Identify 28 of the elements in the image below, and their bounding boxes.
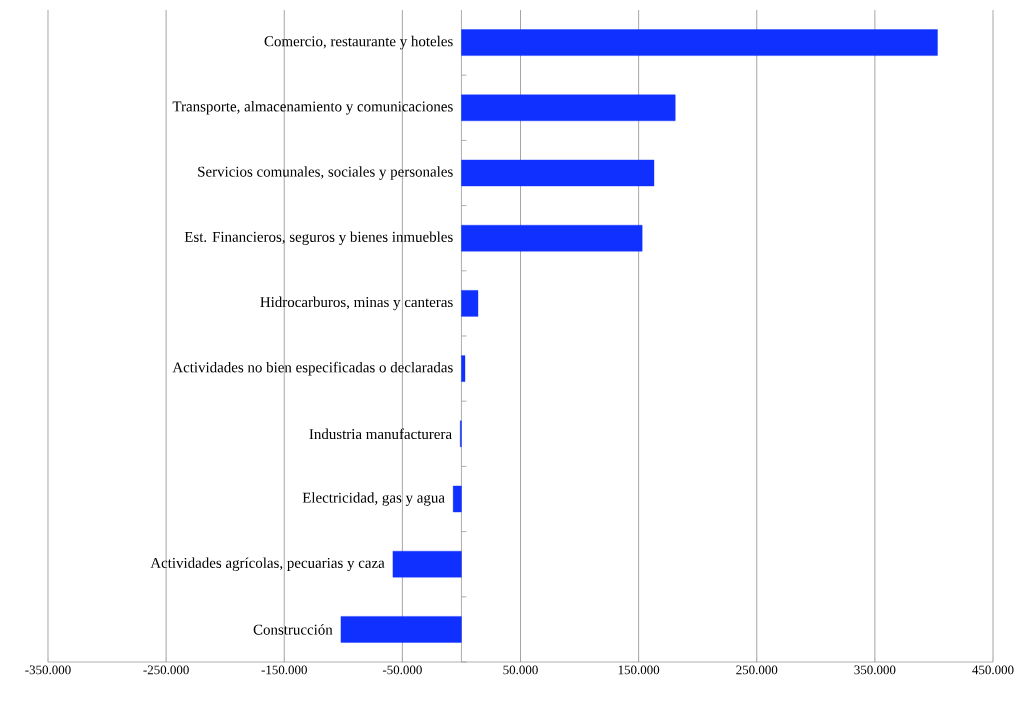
x-tick-label: -150.000 bbox=[261, 665, 307, 675]
y-tick-label: Comercio, restaurante y hoteles bbox=[264, 35, 453, 50]
x-tick-label: -250.000 bbox=[143, 665, 189, 675]
bar bbox=[461, 355, 466, 382]
x-tick-label: 50.000 bbox=[503, 665, 538, 675]
x-tick-label: 150.000 bbox=[618, 665, 660, 675]
bar bbox=[461, 290, 479, 317]
bar bbox=[461, 94, 676, 121]
y-tick-label: Hidrocarburos, minas y canteras bbox=[260, 296, 453, 311]
y-tick-label: Construcción bbox=[253, 624, 333, 635]
bar bbox=[461, 224, 643, 252]
bar bbox=[452, 485, 462, 513]
y-tick-label: Actividades agrícolas, pecuarias y caza bbox=[150, 557, 385, 571]
bar bbox=[340, 616, 462, 643]
y-tick-label: Transporte, almacenamiento y comunicaciones bbox=[172, 101, 453, 115]
x-tick-label: 250.000 bbox=[736, 665, 778, 675]
bar bbox=[461, 29, 938, 56]
bar bbox=[392, 551, 462, 578]
x-tick-label: 450.000 bbox=[972, 665, 1014, 675]
y-tick-label: Servicios comunales, sociales y personales bbox=[198, 166, 453, 180]
y-tick-label: Industria manufacturera bbox=[309, 428, 452, 440]
y-tick-label: Actividades no bien especificadas o declaradas bbox=[172, 361, 453, 376]
y-tick-label: Est. Financieros, seguros y bienes inmuebles bbox=[184, 231, 453, 245]
y-tick-label: Electricidad, gas y agua bbox=[302, 492, 445, 506]
bar bbox=[461, 159, 655, 187]
x-tick-label: -350.000 bbox=[25, 665, 71, 675]
x-tick-label: 350.000 bbox=[854, 665, 896, 675]
x-tick-label: -50.000 bbox=[382, 665, 422, 675]
